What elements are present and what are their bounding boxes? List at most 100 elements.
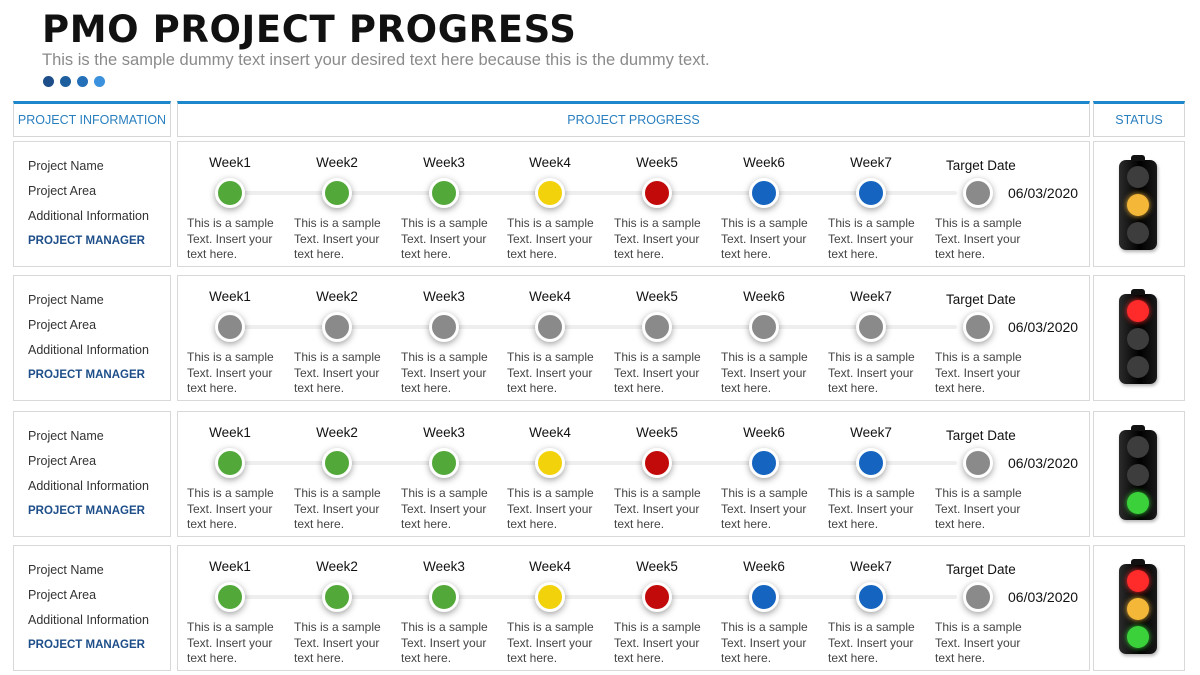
project-area-label: Project Area [28, 588, 97, 602]
project-info-card: Project Name Project Area Additional Infor… [13, 275, 171, 401]
milestone-description: This is a sample Text. Insert your text … [401, 620, 488, 665]
decorative-dots [43, 76, 105, 87]
decorative-dot [77, 76, 88, 87]
week-label: Week6 [743, 289, 785, 304]
week-label: Week7 [850, 289, 892, 304]
milestone-blue-circle [856, 448, 886, 478]
project-manager-label: PROJECT MANAGER [28, 369, 145, 381]
traffic-lamp-yellow [1127, 598, 1149, 620]
milestone-description: This is a sample Text. Insert your text … [507, 350, 594, 395]
target-date-label: Target Date [946, 562, 1016, 577]
milestone-description: This is a sample Text. Insert your text … [294, 620, 381, 665]
target-date-value: 06/03/2020 [1008, 455, 1079, 471]
milestone-description: This is a sample Text. Insert your text … [828, 486, 915, 531]
timeline-track [230, 191, 957, 195]
milestone-blue-circle [749, 178, 779, 208]
target-date-value: 06/03/2020 [1008, 185, 1079, 201]
project-manager-label: PROJECT MANAGER [28, 235, 145, 247]
traffic-lamp-off [1127, 166, 1149, 188]
milestone-green-circle [429, 582, 459, 612]
project-name-label: Project Name [28, 429, 104, 443]
milestone-description: This is a sample Text. Insert your text … [187, 216, 274, 261]
milestone-description: This is a sample Text. Insert your text … [828, 620, 915, 665]
week-label: Week6 [743, 559, 785, 574]
project-progress-timeline: Week1 This is a sample Text. Insert your … [177, 411, 1090, 537]
milestone-description: This is a sample Text. Insert your text … [614, 486, 701, 531]
milestone-description: This is a sample Text. Insert your text … [294, 216, 381, 261]
target-date-label: Target Date [946, 428, 1016, 443]
week-label: Week5 [636, 155, 678, 170]
page-subtitle: This is the sample dummy text insert you… [42, 51, 710, 69]
traffic-lamp-off [1127, 328, 1149, 350]
target-date-value: 06/03/2020 [1008, 589, 1079, 605]
week-label: Week1 [209, 425, 251, 440]
status-card [1093, 545, 1185, 671]
milestone-gray-circle [856, 312, 886, 342]
decorative-dot [60, 76, 71, 87]
decorative-dot [43, 76, 54, 87]
milestone-description: This is a sample Text. Insert your text … [721, 216, 808, 261]
project-info-card: Project Name Project Area Additional Infor… [13, 141, 171, 267]
milestone-description: This is a sample Text. Insert your text … [401, 216, 488, 261]
milestone-description: This is a sample Text. Insert your text … [721, 620, 808, 665]
week-label: Week4 [529, 289, 571, 304]
week-label: Week2 [316, 559, 358, 574]
traffic-lamp-off [1127, 222, 1149, 244]
milestone-gray-circle [749, 312, 779, 342]
milestone-description: This is a sample Text. Insert your text … [187, 620, 274, 665]
milestone-green-circle [215, 582, 245, 612]
milestone-green-circle [215, 448, 245, 478]
week-label: Week3 [423, 559, 465, 574]
week-label: Week3 [423, 155, 465, 170]
target-date-label: Target Date [946, 158, 1016, 173]
milestone-green-circle [429, 178, 459, 208]
traffic-light-icon [1119, 559, 1157, 654]
additional-information-label: Additional Information [28, 343, 149, 357]
week-label: Week7 [850, 425, 892, 440]
week-label: Week1 [209, 289, 251, 304]
milestone-gray-circle [429, 312, 459, 342]
milestone-blue-circle [856, 582, 886, 612]
project-name-label: Project Name [28, 563, 104, 577]
project-area-label: Project Area [28, 454, 97, 468]
milestone-green-circle [322, 178, 352, 208]
week-label: Week6 [743, 425, 785, 440]
project-manager-label: PROJECT MANAGER [28, 639, 145, 651]
project-name-label: Project Name [28, 159, 104, 173]
milestone-description: This is a sample Text. Insert your text … [614, 620, 701, 665]
week-label: Week5 [636, 289, 678, 304]
project-progress-timeline: Week1 This is a sample Text. Insert your … [177, 275, 1090, 401]
milestone-blue-circle [856, 178, 886, 208]
milestone-gray-circle [963, 582, 993, 612]
milestone-green-circle [429, 448, 459, 478]
week-label: Week7 [850, 559, 892, 574]
traffic-lamp-green [1127, 626, 1149, 648]
week-label: Week1 [209, 155, 251, 170]
milestone-gray-circle [963, 312, 993, 342]
milestone-gray-circle [535, 312, 565, 342]
traffic-lamp-yellow [1127, 194, 1149, 216]
timeline-track [230, 325, 957, 329]
milestone-gray-circle [642, 312, 672, 342]
project-info-card: Project Name Project Area Additional Infor… [13, 545, 171, 671]
milestone-description: This is a sample Text. Insert your text … [507, 620, 594, 665]
milestone-yellow-circle [535, 582, 565, 612]
additional-information-label: Additional Information [28, 209, 149, 223]
week-label: Week6 [743, 155, 785, 170]
week-label: Week4 [529, 559, 571, 574]
traffic-light-icon [1119, 155, 1157, 250]
status-card [1093, 141, 1185, 267]
milestone-red-circle [642, 178, 672, 208]
milestone-green-circle [215, 178, 245, 208]
milestone-description: This is a sample Text. Insert your text … [507, 216, 594, 261]
week-label: Week5 [636, 559, 678, 574]
status-card [1093, 275, 1185, 401]
traffic-lamp-red [1127, 300, 1149, 322]
project-progress-timeline: Week1 This is a sample Text. Insert your … [177, 545, 1090, 671]
milestone-description: This is a sample Text. Insert your text … [828, 350, 915, 395]
week-label: Week2 [316, 155, 358, 170]
milestone-description: This is a sample Text. Insert your text … [507, 486, 594, 531]
milestone-red-circle [642, 448, 672, 478]
milestone-gray-circle [963, 178, 993, 208]
target-date-value: 06/03/2020 [1008, 319, 1079, 335]
